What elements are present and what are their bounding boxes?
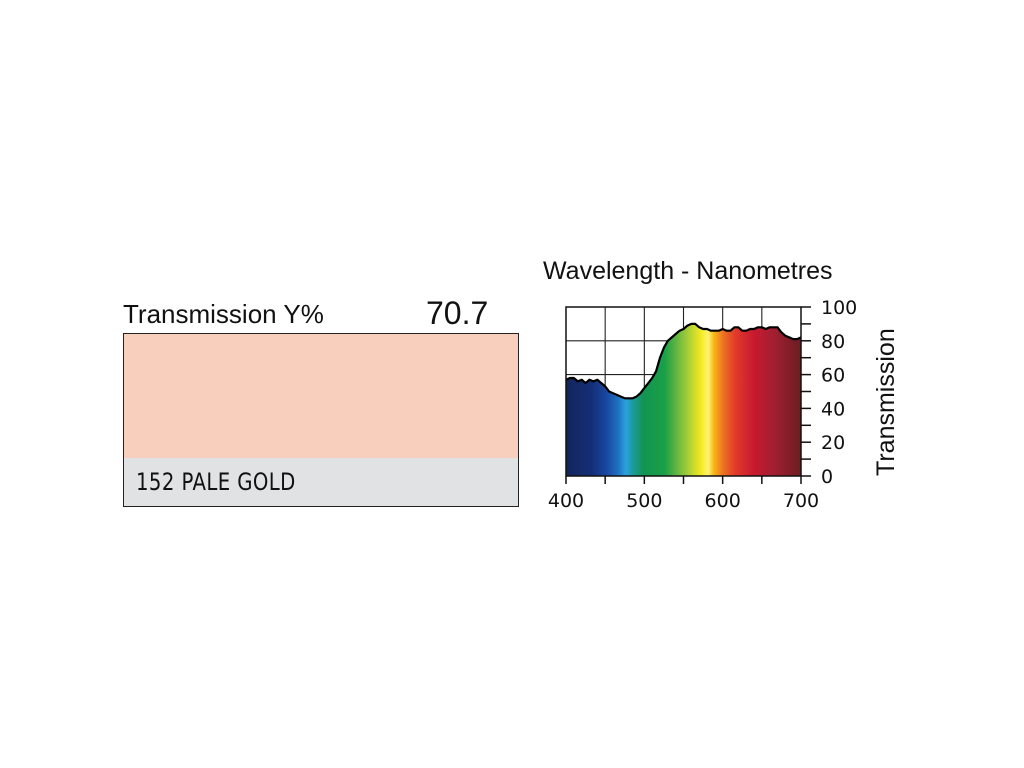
x-tick-label: 400: [548, 490, 584, 512]
x-tick-label: 700: [783, 490, 819, 512]
filter-name-bar: 152 PALE GOLD: [123, 458, 519, 507]
y-tick-label: 100: [821, 297, 857, 319]
y-tick-label: 20: [821, 432, 845, 454]
y-tick-label: 40: [821, 398, 845, 420]
x-tick-label: 500: [626, 490, 662, 512]
chart-title: Wavelength - Nanometres: [543, 257, 833, 285]
transmission-label: Transmission Y%: [123, 299, 324, 329]
transmission-value: 70.7: [426, 295, 489, 331]
color-swatch: [123, 333, 519, 459]
axis-ticks: [565, 306, 811, 484]
filter-name: 152 PALE GOLD: [136, 468, 296, 496]
transmission-area: [566, 323, 801, 476]
transmission-curve: [565, 322, 802, 400]
y-axis-label: Transmission: [872, 328, 900, 476]
y-tick-label: 60: [821, 365, 845, 387]
y-tick-label: 0: [821, 466, 833, 488]
x-tick-label: 600: [705, 490, 741, 512]
y-tick-label: 80: [821, 331, 845, 353]
